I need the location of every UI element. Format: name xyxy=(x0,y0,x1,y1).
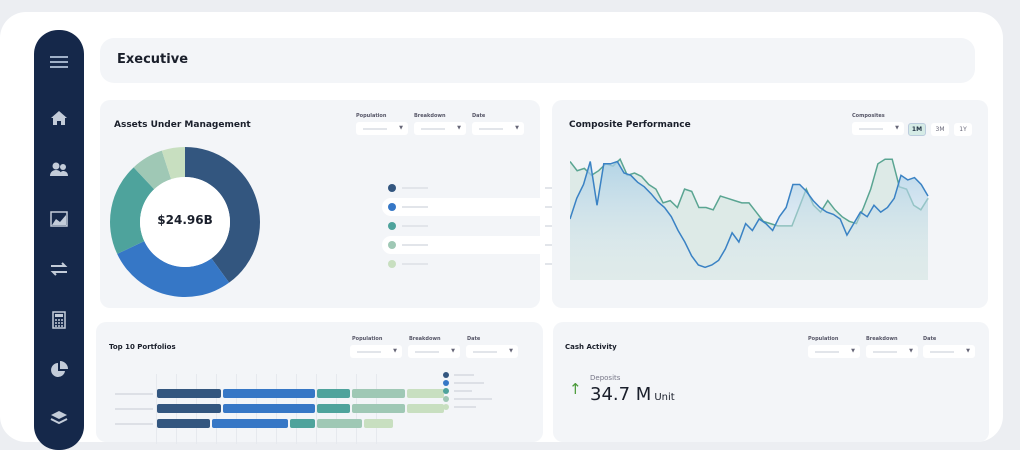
pie-chart-icon[interactable] xyxy=(49,360,69,380)
date-label: Date xyxy=(472,113,486,119)
bar-segment[interactable] xyxy=(157,389,222,398)
legend-dot xyxy=(443,404,449,410)
cash-card: Cash Activity Population ▼ Breakdown ▼ D… xyxy=(553,322,989,442)
grid-line xyxy=(156,374,157,444)
legend-dot xyxy=(388,203,396,211)
bar-label xyxy=(115,393,153,395)
date-select[interactable]: ▼ xyxy=(923,345,975,358)
composite-title: Composite Performance xyxy=(569,120,691,130)
deposits-label: Deposits xyxy=(590,374,621,382)
date-select[interactable]: ▼ xyxy=(472,122,524,135)
legend-dot xyxy=(388,241,396,249)
bar-segment[interactable] xyxy=(157,404,222,413)
page-header: Executive xyxy=(100,38,975,83)
bar-segment[interactable] xyxy=(223,404,315,413)
donut-segment[interactable] xyxy=(161,147,185,180)
deposits-value: 34.7 M Unit xyxy=(590,384,675,405)
legend-dot xyxy=(443,396,449,402)
legend-dot xyxy=(443,372,449,378)
up-arrow-icon: ↑ xyxy=(569,380,582,398)
bar-segment[interactable] xyxy=(223,389,315,398)
bar-segment[interactable] xyxy=(352,389,405,398)
top10-title: Top 10 Portfolios xyxy=(109,343,176,351)
home-icon[interactable] xyxy=(49,108,69,128)
bar-segment[interactable] xyxy=(316,404,350,413)
population-label: Population xyxy=(808,336,839,342)
transfer-icon[interactable] xyxy=(49,259,69,279)
bar-segment[interactable] xyxy=(289,419,315,428)
bar-label xyxy=(115,408,153,410)
legend-dot xyxy=(388,222,396,230)
legend-dot xyxy=(388,260,396,268)
breakdown-label: Breakdown xyxy=(414,113,446,119)
aum-card: Assets Under Management Population ▼ Bre… xyxy=(100,100,612,308)
breakdown-label: Breakdown xyxy=(409,336,441,342)
bar-segment[interactable] xyxy=(406,389,444,398)
cash-title: Cash Activity xyxy=(565,343,617,351)
calculator-icon[interactable] xyxy=(49,310,69,330)
series-line[interactable] xyxy=(570,160,929,269)
bar-segment[interactable] xyxy=(211,419,288,428)
aum-title: Assets Under Management xyxy=(114,120,251,130)
range-1m-button[interactable]: 1M xyxy=(908,123,926,136)
series-area xyxy=(570,161,928,280)
bar-segment[interactable] xyxy=(363,419,393,428)
donut-segment[interactable] xyxy=(133,150,172,190)
bar-segment[interactable] xyxy=(406,404,444,413)
bar-segment[interactable] xyxy=(352,404,405,413)
legend-label xyxy=(454,406,476,408)
composites-select[interactable]: ▼ xyxy=(852,122,904,135)
legend-label xyxy=(454,382,484,384)
grid-line xyxy=(316,374,317,444)
sidebar xyxy=(34,30,84,450)
population-select[interactable]: ▼ xyxy=(350,345,402,358)
bar-label xyxy=(115,423,153,425)
page-title: Executive xyxy=(117,52,189,67)
legend-label xyxy=(454,374,474,376)
legend-label xyxy=(454,398,492,400)
donut-segment[interactable] xyxy=(110,167,155,254)
breakdown-label: Breakdown xyxy=(866,336,898,342)
bar-segment[interactable] xyxy=(316,389,350,398)
legend-dot xyxy=(443,388,449,394)
range-3m-button[interactable]: 3M xyxy=(931,123,949,136)
population-label: Population xyxy=(356,113,387,119)
date-label: Date xyxy=(923,336,937,342)
area-chart-icon[interactable] xyxy=(49,209,69,229)
population-label: Population xyxy=(352,336,383,342)
date-select[interactable]: ▼ xyxy=(466,345,518,358)
bar-segment[interactable] xyxy=(316,419,362,428)
layers-icon[interactable] xyxy=(49,408,69,428)
aum-donut-chart xyxy=(110,147,260,297)
legend-dot xyxy=(388,184,396,192)
population-select[interactable]: ▼ xyxy=(356,122,408,135)
donut-segment[interactable] xyxy=(185,147,260,283)
donut-segment[interactable] xyxy=(117,241,230,297)
legend-label xyxy=(454,390,472,392)
menu-icon[interactable] xyxy=(49,52,69,72)
date-label: Date xyxy=(467,336,481,342)
composite-performance-chart xyxy=(570,157,929,280)
composites-label: Composites xyxy=(852,113,885,119)
range-1y-button[interactable]: 1Y xyxy=(954,123,972,136)
aum-total: $24.96B xyxy=(157,213,213,227)
breakdown-select[interactable]: ▼ xyxy=(866,345,918,358)
users-icon[interactable] xyxy=(49,159,69,179)
population-select[interactable]: ▼ xyxy=(808,345,860,358)
legend-dot xyxy=(443,380,449,386)
top10-card: Top 10 Portfolios Population ▼ Breakdown… xyxy=(96,322,543,444)
breakdown-select[interactable]: ▼ xyxy=(414,122,466,135)
breakdown-select[interactable]: ▼ xyxy=(408,345,460,358)
bar-segment[interactable] xyxy=(157,419,210,428)
